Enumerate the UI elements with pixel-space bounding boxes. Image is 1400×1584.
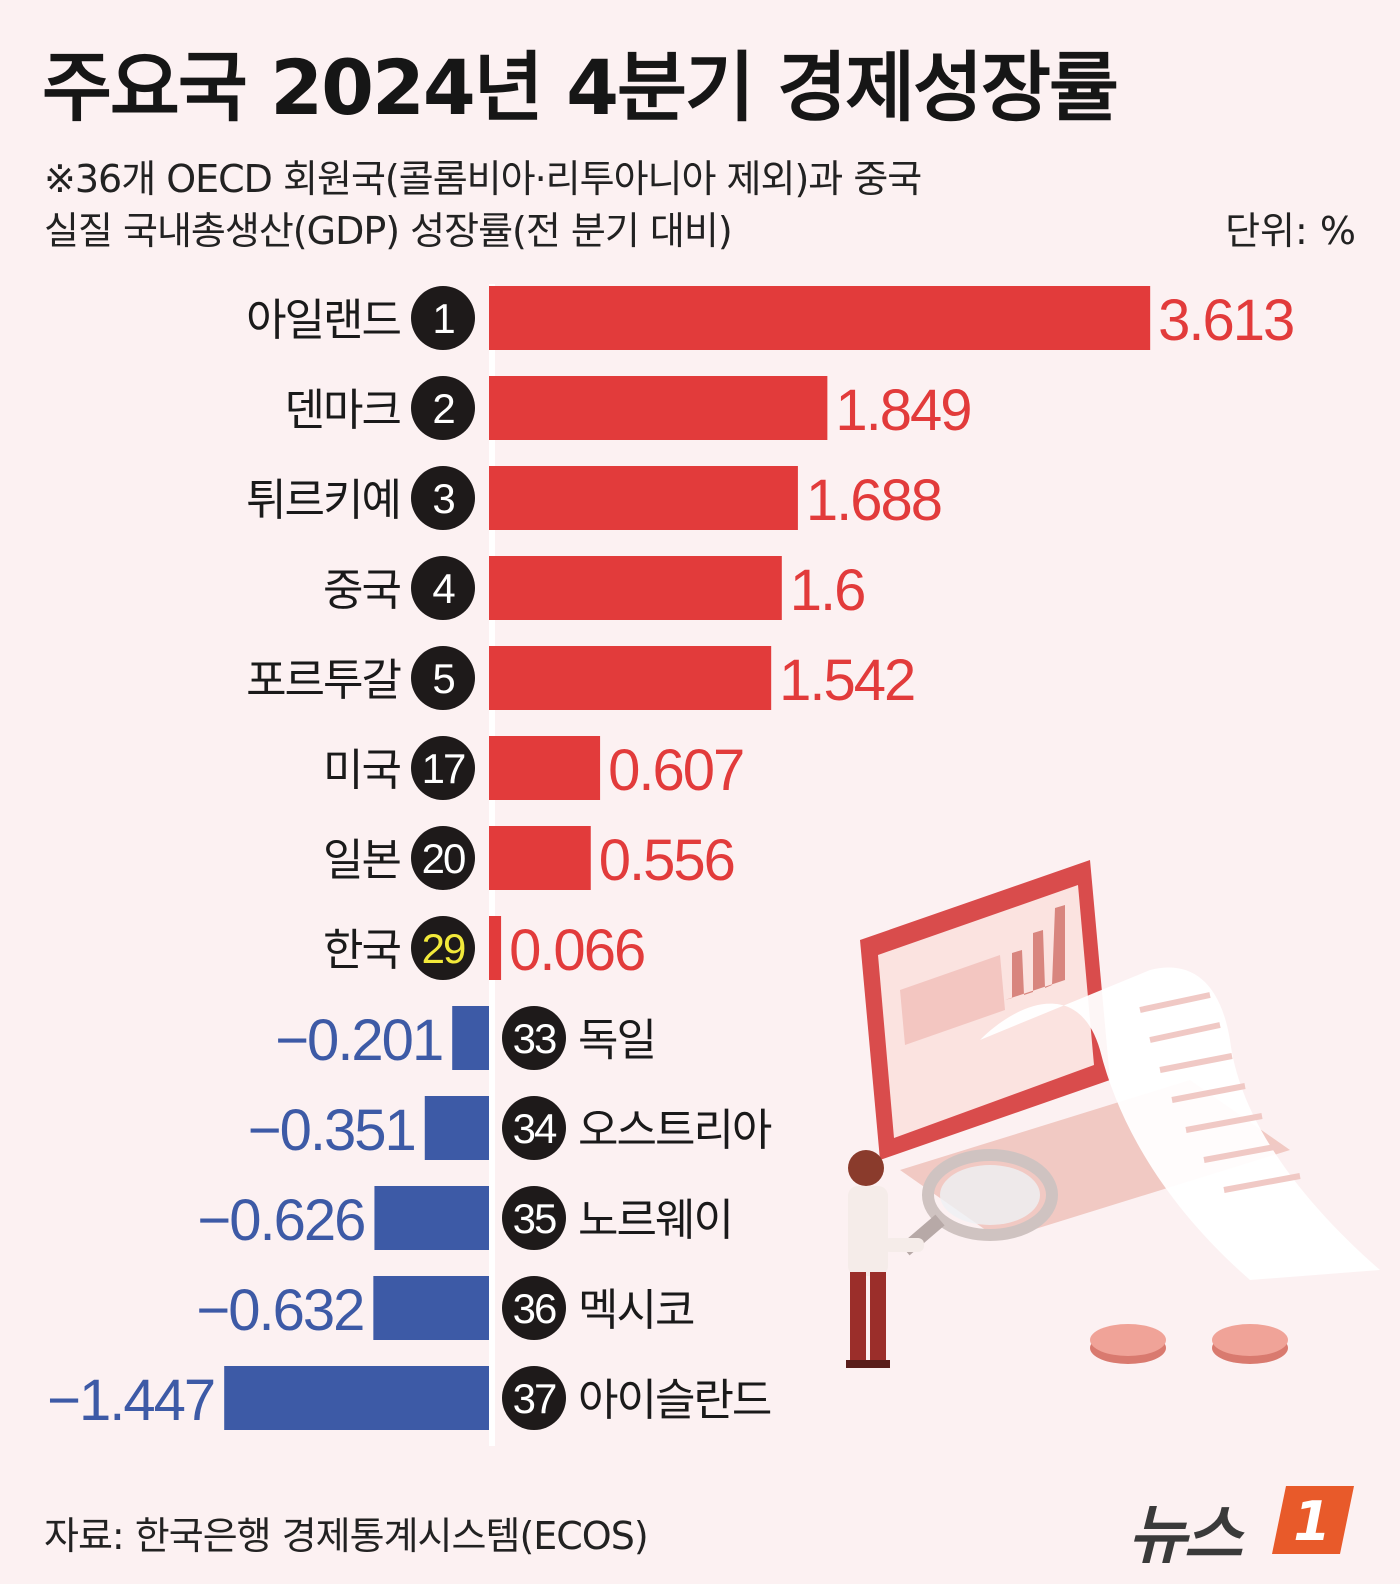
rank-label-3: 3 <box>432 475 454 522</box>
bar-10 <box>424 1096 489 1160</box>
rank-badge-7 <box>411 826 475 890</box>
value-label-9: −0.201 <box>275 1008 442 1073</box>
bar-6 <box>489 736 601 800</box>
bar-1 <box>489 286 1151 350</box>
rank-badge-1 <box>411 286 475 350</box>
logo-mark-icon: 1 <box>1272 1486 1354 1554</box>
rank-label-13: 37 <box>513 1375 556 1422</box>
rank-label-6: 17 <box>422 745 465 792</box>
country-label-11: 노르웨이 <box>578 1195 732 1246</box>
rank-badge-9 <box>502 1006 566 1070</box>
value-label-10: −0.351 <box>248 1098 415 1163</box>
rank-label-10: 34 <box>513 1105 557 1152</box>
bar-2 <box>489 376 828 440</box>
rank-badge-11 <box>502 1186 566 1250</box>
source-note: 자료: 한국은행 경제통계시스템(ECOS) <box>44 1514 649 1558</box>
country-label-3: 튀르키예 <box>246 475 400 526</box>
bar-7 <box>489 826 591 890</box>
rank-badge-3 <box>411 466 475 530</box>
bar-9 <box>452 1006 489 1070</box>
country-label-10: 오스트리아 <box>578 1105 772 1156</box>
rank-label-2: 2 <box>432 385 454 432</box>
bar-8 <box>489 916 502 980</box>
rank-badge-4 <box>411 556 475 620</box>
bar-13 <box>224 1366 489 1430</box>
unit-label: 단위: % <box>1225 209 1356 253</box>
country-label-7: 일본 <box>323 835 400 886</box>
country-label-5: 포르투갈 <box>246 655 400 706</box>
value-label-2: 1.849 <box>835 378 970 443</box>
rank-label-12: 36 <box>513 1285 556 1332</box>
rank-badge-8 <box>411 916 475 980</box>
rank-badge-13 <box>502 1366 566 1430</box>
value-label-5: 1.542 <box>779 648 914 713</box>
logo-mark-text: 1 <box>1293 1490 1331 1553</box>
rank-badge-12 <box>502 1276 566 1340</box>
rank-label-4: 4 <box>432 565 455 612</box>
country-label-2: 덴마크 <box>285 385 401 436</box>
rank-label-5: 5 <box>432 655 454 702</box>
country-label-6: 미국 <box>323 745 400 796</box>
bar-3 <box>489 466 798 530</box>
rank-label-11: 35 <box>513 1195 556 1242</box>
subtitle-line-2: 실질 국내총생산(GDP) 성장률(전 분기 대비) <box>44 209 733 253</box>
value-label-13: −1.447 <box>47 1368 214 1433</box>
rank-badge-5 <box>411 646 475 710</box>
country-label-4: 중국 <box>323 565 400 616</box>
rank-badge-2 <box>411 376 475 440</box>
rank-label-8: 29 <box>422 925 465 972</box>
rank-badge-6 <box>411 736 475 800</box>
logo-text: 뉴스 <box>1128 1499 1243 1573</box>
rank-label-9: 33 <box>513 1015 556 1062</box>
page-title: 주요국 2024년 4분기 경제성장률 <box>42 43 1119 132</box>
value-label-12: −0.632 <box>196 1278 363 1343</box>
bar-4 <box>489 556 782 620</box>
country-label-8: 한국 <box>323 925 400 976</box>
rank-label-7: 20 <box>422 835 465 882</box>
subtitle-line-1: ※36개 OECD 회원국(콜롬비아·리투아니아 제외)과 중국 <box>44 157 922 201</box>
rank-badge-10 <box>502 1096 566 1160</box>
analytics-illustration <box>846 860 1380 1368</box>
value-label-7: 0.556 <box>599 828 734 893</box>
value-label-3: 1.688 <box>806 468 941 533</box>
value-label-8: 0.066 <box>509 918 644 983</box>
value-label-4: 1.6 <box>790 558 865 623</box>
bar-11 <box>374 1186 489 1250</box>
bar-12 <box>373 1276 489 1340</box>
country-label-9: 독일 <box>578 1015 655 1066</box>
rank-label-1: 1 <box>432 295 454 342</box>
country-label-1: 아일랜드 <box>246 295 400 346</box>
value-label-11: −0.626 <box>197 1188 364 1253</box>
value-label-1: 3.613 <box>1158 288 1293 353</box>
country-label-12: 멕시코 <box>578 1285 694 1336</box>
country-label-13: 아이슬란드 <box>578 1375 771 1426</box>
news1-logo: 뉴스 1 <box>1128 1482 1368 1573</box>
bar-5 <box>489 646 772 710</box>
value-label-6: 0.607 <box>608 738 743 803</box>
